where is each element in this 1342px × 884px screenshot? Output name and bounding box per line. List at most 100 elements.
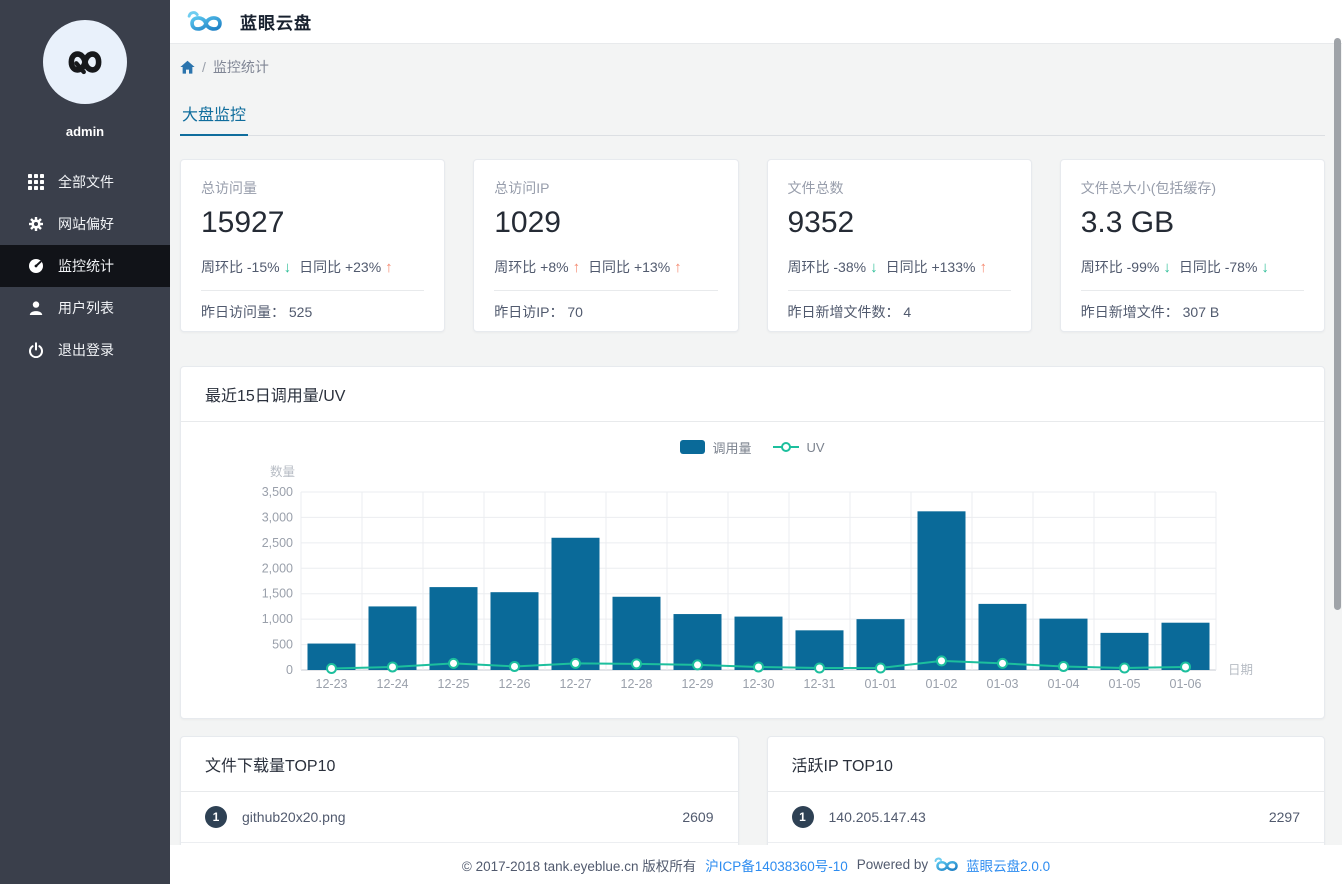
legend-item-uv[interactable]: UV — [773, 440, 825, 455]
svg-text:12-31: 12-31 — [804, 677, 836, 691]
stat-value: 15927 — [201, 206, 285, 239]
list-title: 文件下载量TOP10 — [181, 737, 738, 792]
powered-by-text: Powered by — [856, 857, 929, 872]
stat-card-total-files: 文件总数 9352 周环比 -38% ↓ 日同比 +133% ↑ 昨日新增文件数： … — [766, 159, 1032, 332]
sidebar-item-all-files[interactable]: 全部文件 — [0, 161, 170, 203]
divider — [494, 290, 718, 291]
visit-count: 2297 — [1268, 809, 1300, 825]
trend-arrow-icon: ↑ — [385, 258, 393, 276]
gear-icon — [28, 216, 44, 232]
bar-swatch-icon — [680, 440, 706, 454]
line-swatch-icon — [773, 442, 800, 452]
list-item: 1 github20x20.png 2609 — [181, 792, 738, 843]
day-trend: 日同比 -78% ↓ — [1178, 258, 1269, 276]
top-bar: 蓝眼云盘 — [170, 0, 1342, 44]
svg-text:01-02: 01-02 — [926, 677, 958, 691]
svg-text:01-03: 01-03 — [987, 677, 1019, 691]
trend-arrow-icon: ↓ — [1261, 258, 1269, 276]
power-icon — [28, 342, 44, 358]
svg-text:3,000: 3,000 — [262, 510, 293, 524]
stat-foot: 昨日访IP： 70 — [494, 304, 583, 320]
chart-legend: 调用量 UV — [205, 436, 1300, 458]
app-title: 蓝眼云盘 — [240, 14, 312, 33]
download-count: 2609 — [682, 809, 714, 825]
sidebar-item-label: 用户列表 — [58, 300, 114, 316]
footer-logo-icon — [934, 857, 958, 871]
stat-label: 总访问量 — [201, 180, 257, 196]
footer: © 2017-2018 tank.eyeblue.cn 版权所有 沪ICP备14… — [170, 845, 1342, 884]
sidebar-item-user-list[interactable]: 用户列表 — [0, 287, 170, 329]
trend-arrow-icon: ↓ — [870, 258, 878, 276]
trend-arrow-icon: ↓ — [1163, 258, 1171, 276]
stat-card-total-ips: 总访问IP 1029 周环比 +8% ↑ 日同比 +13% ↑ 昨日访IP： 70 — [473, 159, 739, 332]
sidebar-item-label: 网站偏好 — [58, 216, 114, 232]
app-logo-icon — [187, 10, 222, 31]
stat-foot: 昨日新增文件数： 4 — [787, 304, 912, 320]
avatar — [43, 20, 127, 104]
breadcrumb-separator: / — [202, 59, 206, 75]
week-trend: 周环比 -99% ↓ — [1080, 258, 1171, 276]
stat-foot: 昨日新增文件： 307 B — [1080, 304, 1220, 320]
svg-text:12-28: 12-28 — [621, 677, 653, 691]
file-name: github20x20.png — [242, 809, 346, 825]
username: admin — [65, 124, 105, 139]
svg-text:12-27: 12-27 — [560, 677, 592, 691]
dashboard-icon — [28, 258, 44, 274]
stat-card-total-size: 文件总大小(包括缓存) 3.3 GB 周环比 -99% ↓ 日同比 -78% ↓ 昨… — [1059, 159, 1325, 332]
chart-panel: 最近15日调用量/UV 调用量 UV 0 500 1,000 1,500 2,000 2,… — [180, 366, 1325, 719]
brand-version-link[interactable]: 蓝眼云盘2.0.0 — [966, 858, 1051, 874]
svg-text:2,500: 2,500 — [262, 536, 293, 550]
svg-text:01-01: 01-01 — [865, 677, 897, 691]
grid-icon — [28, 174, 44, 190]
svg-text:1,000: 1,000 — [262, 612, 293, 626]
svg-text:12-26: 12-26 — [499, 677, 531, 691]
stat-value: 3.3 GB — [1080, 206, 1175, 239]
trend-arrow-icon: ↑ — [674, 258, 682, 276]
svg-text:12-25: 12-25 — [438, 677, 470, 691]
sidebar-item-logout[interactable]: 退出登录 — [0, 329, 170, 371]
trend-arrow-icon: ↓ — [283, 258, 292, 276]
bar-line-chart: 0 500 1,000 1,500 2,000 2,500 3,000 3,500 12-23 1… — [262, 464, 1253, 691]
tab-dashboard-monitor[interactable]: 大盘监控 — [180, 101, 249, 136]
breadcrumb-current[interactable]: 监控统计 — [212, 59, 269, 75]
sidebar: admin 全部文件 网站偏好 监控统计 用户列表 — [0, 0, 170, 884]
tab-bar: 大盘监控 — [180, 101, 1325, 136]
breadcrumb: / 监控统计 — [180, 57, 1325, 77]
svg-text:1,500: 1,500 — [262, 587, 293, 601]
svg-text:01-04: 01-04 — [1048, 677, 1080, 691]
stat-card-total-visits: 总访问量 15927 周环比 -15% ↓ 日同比 +23% ↑ 昨日访问量： 52… — [180, 159, 446, 332]
trend-arrow-icon: ↑ — [572, 258, 581, 276]
vertical-scrollbar-thumb[interactable] — [1334, 38, 1341, 610]
chart-body: 调用量 UV 0 500 1,000 1,500 2,000 2,500 3,000 3,50… — [181, 422, 1324, 718]
copyright-text: © 2017-2018 tank.eyeblue.cn 版权所有 — [461, 858, 697, 874]
icp-link[interactable]: 沪ICP备14038360号-10 — [705, 858, 848, 874]
day-trend: 日同比 +133% ↑ — [885, 258, 987, 276]
week-trend: 周环比 -38% ↓ — [787, 258, 878, 276]
chart-title: 最近15日调用量/UV — [181, 367, 1324, 422]
svg-text:12-23: 12-23 — [316, 677, 348, 691]
week-trend: 周环比 +8% ↑ — [494, 258, 581, 276]
sidebar-item-site-preferences[interactable]: 网站偏好 — [0, 203, 170, 245]
home-icon[interactable] — [180, 60, 195, 75]
svg-text:2,000: 2,000 — [262, 561, 293, 575]
stat-label: 文件总大小(包括缓存) — [1080, 180, 1217, 196]
user-icon — [28, 300, 44, 316]
stat-foot: 昨日访问量： 525 — [201, 304, 313, 320]
svg-text:12-29: 12-29 — [682, 677, 714, 691]
rank-badge: 1 — [205, 806, 227, 828]
list-item: 1 140.205.147.43 2297 — [767, 792, 1324, 843]
day-trend: 日同比 +13% ↑ — [588, 258, 682, 276]
divider — [201, 290, 425, 291]
stat-label: 文件总数 — [787, 180, 844, 196]
sidebar-menu: 全部文件 网站偏好 监控统计 用户列表 退出登录 — [0, 161, 170, 371]
legend-item-calls[interactable]: 调用量 — [680, 438, 751, 457]
list-title: 活跃IP TOP10 — [767, 737, 1324, 792]
svg-text:12-24: 12-24 — [377, 677, 409, 691]
stat-label: 总访问IP — [494, 180, 550, 196]
svg-text:01-05: 01-05 — [1109, 677, 1141, 691]
svg-text:3,500: 3,500 — [262, 485, 293, 499]
sidebar-item-monitor-stats[interactable]: 监控统计 — [0, 245, 170, 287]
week-trend: 周环比 -15% ↓ — [201, 258, 292, 276]
svg-text:12-30: 12-30 — [743, 677, 775, 691]
svg-text:数量: 数量 — [270, 464, 295, 479]
